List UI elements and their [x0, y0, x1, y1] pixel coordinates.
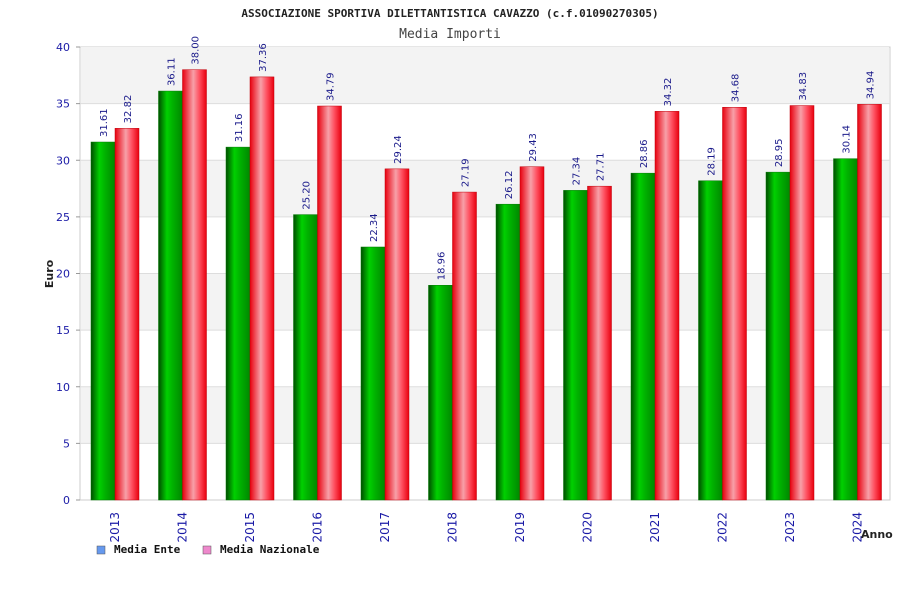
data-label: 30.14 — [842, 125, 853, 154]
bar — [587, 185, 612, 501]
data-label: 22.34 — [369, 213, 380, 242]
grid-bands — [81, 47, 889, 444]
bar — [293, 214, 318, 501]
grid-band — [81, 160, 889, 217]
data-label: 29.43 — [528, 133, 539, 162]
data-label: 31.16 — [234, 113, 245, 142]
chart-subtitle: Media Importi — [399, 27, 501, 42]
x-axis-ticks: 2013 2014 2015 2016 2017 2018 2019 2020 2021 2022… — [108, 512, 865, 543]
x-tick-label: 2015 — [243, 512, 257, 543]
bar — [789, 105, 815, 501]
grid-band — [81, 273, 889, 331]
y-tick-label: 40 — [56, 41, 70, 54]
data-label: 27.34 — [572, 157, 583, 186]
grid-band — [81, 47, 889, 104]
bar — [857, 104, 882, 501]
y-tick-label: 20 — [56, 268, 70, 281]
chart-title: ASSOCIAZIONE SPORTIVA DILETTANTISTICA CA… — [241, 7, 658, 20]
bar — [114, 128, 140, 501]
grid-band — [81, 386, 889, 444]
y-axis-label: Euro — [43, 259, 56, 288]
bar — [249, 76, 275, 501]
x-tick-label: 2021 — [648, 512, 662, 543]
bar — [495, 203, 521, 501]
bar — [654, 111, 680, 501]
x-tick-label: 2022 — [716, 512, 730, 543]
y-tick-label: 15 — [56, 324, 70, 337]
data-label: 28.95 — [774, 139, 785, 168]
bar — [722, 106, 747, 501]
data-label: 34.68 — [731, 74, 742, 103]
data-label: 18.96 — [437, 252, 448, 281]
data-labels: 31.61 32.82 36.11 38.00 31.16 37.36 25.20 34.79… — [99, 36, 877, 280]
legend-swatch-media-ente — [96, 545, 106, 555]
data-label: 27.71 — [596, 153, 607, 182]
bar — [384, 168, 410, 501]
bar — [90, 141, 116, 501]
x-tick-label: 2013 — [108, 512, 122, 543]
bar — [225, 146, 251, 501]
x-tick-label: 2024 — [851, 512, 865, 543]
x-tick-label: 2019 — [513, 512, 527, 543]
bar — [833, 158, 858, 501]
bar — [158, 90, 183, 501]
data-label: 28.19 — [707, 147, 718, 176]
bar — [317, 105, 342, 501]
data-label: 34.83 — [798, 72, 809, 101]
bar — [519, 166, 545, 501]
y-tick-label: 0 — [63, 494, 70, 507]
y-tick-label: 30 — [56, 154, 70, 167]
x-tick-label: 2016 — [311, 512, 325, 543]
data-label: 31.61 — [99, 108, 110, 137]
bars — [90, 69, 882, 501]
y-tick-label: 25 — [56, 211, 70, 224]
bar — [630, 172, 656, 501]
data-label: 34.79 — [326, 72, 337, 101]
data-label: 34.94 — [866, 71, 877, 100]
x-tick-label: 2014 — [176, 512, 190, 543]
bar — [563, 190, 588, 501]
data-label: 37.36 — [258, 43, 269, 72]
data-label: 38.00 — [191, 36, 202, 65]
legend-label-media-ente: Media Ente — [114, 543, 181, 556]
data-label: 25.20 — [302, 181, 313, 210]
data-label: 34.32 — [663, 78, 674, 107]
legend-label-media-nazionale: Media Nazionale — [220, 543, 320, 556]
y-tick-label: 10 — [56, 381, 70, 394]
bar — [360, 246, 386, 501]
bar — [428, 285, 453, 501]
data-label: 32.82 — [123, 95, 134, 124]
bar — [698, 180, 723, 501]
data-label: 26.12 — [504, 171, 515, 200]
x-tick-label: 2018 — [446, 512, 460, 543]
data-label: 36.11 — [167, 57, 178, 86]
x-tick-label: 2023 — [783, 512, 797, 543]
y-axis-ticks: 0 5 10 15 20 25 30 35 40 — [56, 41, 70, 507]
data-label: 27.19 — [461, 158, 472, 187]
x-axis-label: Anno — [861, 528, 893, 541]
data-label: 29.24 — [393, 135, 404, 164]
x-tick-label: 2020 — [581, 512, 595, 543]
bar — [182, 69, 207, 501]
y-tick-label: 5 — [63, 437, 70, 450]
bar — [765, 171, 791, 501]
y-tick-label: 35 — [56, 98, 70, 111]
data-label: 28.86 — [639, 140, 650, 169]
x-tick-label: 2017 — [378, 512, 392, 543]
legend: Media Ente Media Nazionale — [96, 543, 320, 556]
gridlines — [76, 46, 890, 501]
legend-swatch-media-nazionale — [202, 545, 212, 555]
bar — [452, 191, 477, 501]
